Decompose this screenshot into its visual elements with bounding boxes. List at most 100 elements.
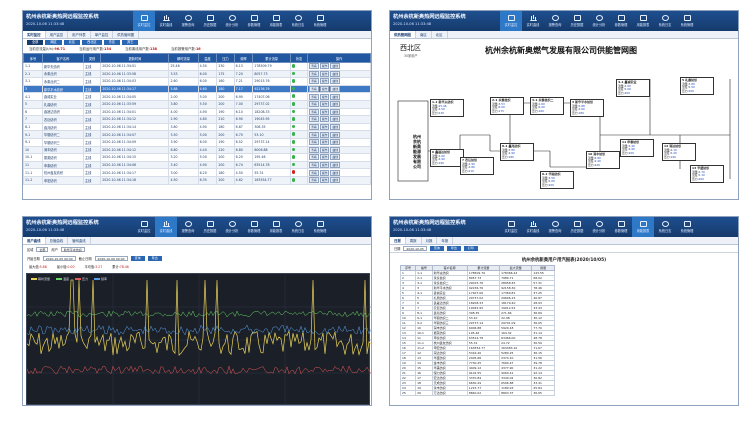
row-action-button[interactable]: 操作 bbox=[319, 108, 330, 115]
table-row[interactable]: 3 新华平水纺织 主线 2020-10-06 11:34:17 5.88 4.60 180 7… bbox=[23, 84, 371, 94]
tab-user-curve[interactable]: 用户曲线 bbox=[23, 237, 46, 244]
row-action-button[interactable]: 操作 bbox=[319, 93, 330, 100]
row-action-button[interactable]: 查看 bbox=[309, 116, 319, 123]
row-action-button[interactable]: 曲线 bbox=[330, 63, 341, 70]
row-action-button[interactable]: 查看 bbox=[309, 108, 319, 115]
map-node[interactable]: 9-1 华丽纺织 流量:3.50 温度:5.00 压力:200 bbox=[540, 171, 574, 190]
nav-curve[interactable]: 实时曲线 bbox=[155, 11, 177, 31]
map-node[interactable]: 8-1 鑫兆纺织 流量:3.80 温度:4.90 压力:180 bbox=[500, 143, 534, 162]
nav-stats[interactable]: 统计分析 bbox=[588, 11, 610, 31]
row-action-button[interactable]: 操作 bbox=[319, 70, 330, 77]
row-action-button[interactable]: 操作 bbox=[319, 177, 330, 184]
nav-history[interactable]: 历史数据 bbox=[199, 217, 221, 237]
row-action-button[interactable]: 曲线 bbox=[330, 162, 341, 169]
start-date-input[interactable]: 2020-10-05 00:00 bbox=[42, 256, 76, 261]
user-select[interactable]: 新华平水纺织 bbox=[60, 247, 85, 252]
row-action-button[interactable]: 查看 bbox=[309, 101, 319, 108]
row-action-button[interactable]: 曲线 bbox=[330, 70, 341, 77]
row-action-button[interactable]: 查看 bbox=[309, 177, 319, 184]
area-all[interactable]: 全部 bbox=[27, 40, 44, 45]
row-action-button[interactable]: 曲线 bbox=[330, 139, 341, 146]
tab-map-north[interactable]: 北区 bbox=[432, 31, 448, 38]
nav-stats[interactable]: 统计分析 bbox=[221, 11, 243, 31]
table-row[interactable]: 2-1 永泰丝织 主线 2020-10-06 11:33:58 3.53 6.00 175 7… bbox=[23, 69, 371, 79]
row-action-button[interactable]: 查看 bbox=[309, 131, 319, 138]
row-action-button[interactable]: 曲线 bbox=[330, 78, 341, 85]
query-button[interactable]: 查询 bbox=[130, 256, 145, 261]
table-row[interactable]: 4-1 鑫诚实业 主线 2020-10-06 11:34:05 2.00 5.00 200 6… bbox=[23, 92, 371, 101]
nav-params[interactable]: 参数管理 bbox=[243, 217, 265, 237]
nav-params[interactable]: 参数管理 bbox=[610, 217, 632, 237]
nav-history[interactable]: 历史数据 bbox=[566, 217, 588, 237]
row-action-button[interactable]: 曲线 bbox=[330, 146, 341, 153]
row-action-button[interactable]: 操作 bbox=[319, 63, 330, 70]
nav-alarm[interactable]: 报警查询 bbox=[177, 217, 199, 237]
nav-system[interactable]: 系统管理 bbox=[676, 11, 698, 31]
row-action-button[interactable]: 曲线 bbox=[330, 108, 341, 115]
row-action-button[interactable]: 操作 bbox=[319, 116, 330, 123]
nav-realtime[interactable]: 实时监控 bbox=[133, 11, 155, 31]
row-action-button[interactable]: 操作 bbox=[319, 101, 330, 108]
report-print-button[interactable]: 打印 bbox=[463, 246, 478, 251]
tab-user-list[interactable]: 用户列表 bbox=[68, 31, 91, 38]
table-row[interactable]: 5 礼鼎纺织 主线 2020-10-06 11:33:59 3.80 5.50 200 7.0… bbox=[23, 99, 371, 109]
row-action-button[interactable]: 操作 bbox=[319, 131, 330, 138]
tab-monthly[interactable]: 月报 bbox=[422, 237, 438, 244]
row-action-button[interactable]: 操作 bbox=[319, 146, 330, 153]
row-action-button[interactable]: 曲线 bbox=[330, 131, 341, 138]
tab-realtime[interactable]: 实时监控 bbox=[23, 31, 46, 38]
row-action-button[interactable]: 曲线 bbox=[330, 169, 341, 176]
row-action-button[interactable]: 曲线 bbox=[330, 93, 341, 100]
tab-weekly[interactable]: 周报 bbox=[406, 237, 422, 244]
nav-stats[interactable]: 统计分析 bbox=[588, 217, 610, 237]
row-action-button[interactable]: 查看 bbox=[309, 93, 319, 100]
nav-curve[interactable]: 实时曲线 bbox=[522, 11, 544, 31]
table-row[interactable]: 9-1 华丽纺织二 主线 2020-10-06 11:34:07 3.50 5.00 200… bbox=[23, 130, 371, 139]
map-node[interactable]: 5 礼鼎纺织 流量:3.80 温度:5.50 压力:200 bbox=[680, 77, 714, 96]
row-action-button[interactable]: 查看 bbox=[309, 169, 319, 176]
map-node[interactable]: 2-1 永泰丝织 流量:3.53 温度:6.00 压力:175 bbox=[490, 97, 524, 116]
row-action-button[interactable]: 查看 bbox=[309, 86, 319, 93]
nav-realtime[interactable]: 实时监控 bbox=[133, 217, 155, 237]
nav-history[interactable]: 历史数据 bbox=[566, 11, 588, 31]
area-other[interactable]: 其它 bbox=[122, 40, 139, 45]
row-action-button[interactable]: 查看 bbox=[309, 124, 319, 131]
area-select[interactable]: 全部 bbox=[36, 247, 49, 252]
nav-log[interactable]: 系统日志 bbox=[287, 217, 309, 237]
table-row[interactable]: 9-1 华丽纺织三 主线 2020-10-06 11:34:09 3.90 6.00 190… bbox=[23, 137, 371, 147]
row-action-button[interactable]: 曲线 bbox=[330, 177, 341, 184]
row-action-button[interactable]: 查看 bbox=[309, 78, 319, 85]
nav-log[interactable]: 系统日志 bbox=[654, 217, 676, 237]
nav-report[interactable]: 用能报表 bbox=[632, 11, 654, 31]
nav-system[interactable]: 系统管理 bbox=[309, 217, 331, 237]
nav-log[interactable]: 系统日志 bbox=[654, 11, 676, 31]
area-south[interactable]: 南区 bbox=[45, 40, 62, 45]
row-action-button[interactable]: 查看 bbox=[309, 154, 319, 161]
tab-main-curve[interactable]: 总管曲线 bbox=[46, 237, 69, 244]
row-action-button[interactable]: 操作 bbox=[319, 169, 330, 176]
nav-realtime[interactable]: 实时监控 bbox=[500, 11, 522, 31]
nav-alarm[interactable]: 报警查询 bbox=[544, 11, 566, 31]
row-action-button[interactable]: 曲线 bbox=[330, 101, 341, 108]
row-action-button[interactable]: 曲线 bbox=[330, 86, 341, 93]
area-north[interactable]: 北区 bbox=[63, 40, 81, 45]
row-action-button[interactable]: 查看 bbox=[309, 162, 319, 169]
row-action-button[interactable]: 操作 bbox=[319, 124, 330, 131]
row-action-button[interactable]: 操作 bbox=[319, 78, 330, 85]
map-node[interactable]: 10 润丰纺织 流量:6.80 温度:4.40 压力:220 bbox=[586, 151, 620, 170]
tab-daily[interactable]: 日报 bbox=[390, 237, 406, 244]
nav-report[interactable]: 用能报表 bbox=[265, 11, 287, 31]
report-date-input[interactable]: 2020-10-05 bbox=[403, 246, 427, 251]
map-node[interactable]: 12 润达纺织 流量:4.10 温度:5.20 压力:190 bbox=[662, 143, 696, 162]
table-row[interactable]: 3-1 永泰丝织二 主线 2020-10-06 11:34:03 2.60 6.00 160… bbox=[23, 77, 371, 86]
row-action-button[interactable]: 操作 bbox=[319, 162, 330, 169]
end-date-input[interactable]: 2020-10-06 00:00 bbox=[94, 256, 128, 261]
nav-alarm[interactable]: 报警查询 bbox=[177, 11, 199, 31]
nav-report[interactable]: 用能报表 bbox=[265, 217, 287, 237]
tab-single[interactable]: 单户监控 bbox=[91, 31, 114, 38]
nav-params[interactable]: 参数管理 bbox=[243, 11, 265, 31]
report-query-button[interactable]: 查询 bbox=[429, 246, 444, 251]
tab-pipe-curve[interactable]: 管网曲线 bbox=[68, 237, 91, 244]
row-action-button[interactable]: 查看 bbox=[309, 139, 319, 146]
nav-system[interactable]: 系统管理 bbox=[676, 217, 698, 237]
